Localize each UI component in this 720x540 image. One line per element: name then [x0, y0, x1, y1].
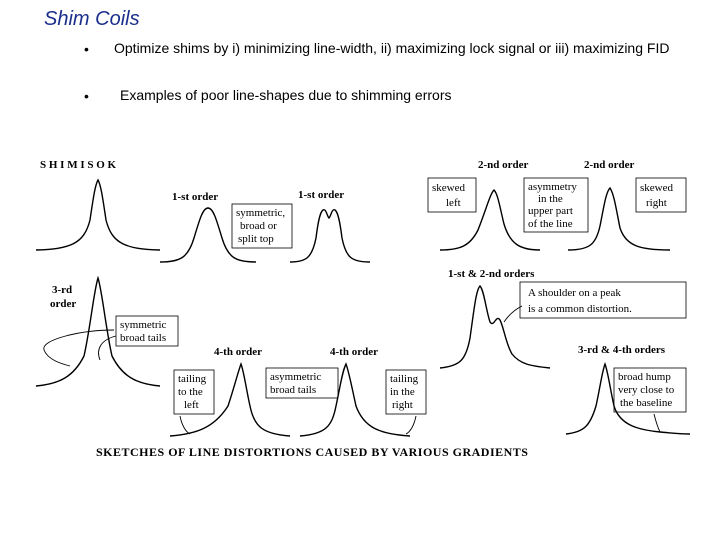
- label-the-baseline: the baseline: [620, 397, 672, 409]
- label-symmetric-tails: symmetric: [120, 319, 167, 331]
- label-split-top: split top: [238, 233, 274, 245]
- peak-tailing-right: [299, 362, 411, 437]
- label-fourth-order-a: 4-th order: [214, 346, 262, 358]
- label-in-the: in the: [538, 193, 563, 205]
- label-right: right: [392, 399, 413, 411]
- label-symmetric: symmetric,: [236, 207, 285, 219]
- label-very-close-to: very close to: [618, 384, 675, 396]
- annotation-box: [519, 281, 687, 319]
- label-tailing: tailing: [178, 373, 207, 385]
- annotation-box: [635, 177, 687, 213]
- label-to-the: to the: [178, 386, 203, 398]
- annotation-box: [173, 369, 215, 415]
- label-left: left: [184, 399, 199, 411]
- bullet-text-2: Examples of poor line-shapes due to shim…: [120, 87, 452, 103]
- label-broad-hump: broad hump: [618, 371, 671, 383]
- arrow: [653, 413, 661, 433]
- label-of-the-line: of the line: [528, 218, 573, 230]
- bullet-marker: •: [84, 41, 89, 57]
- slide-title: Shim Coils: [44, 8, 140, 30]
- peak-broad-hump: [565, 362, 691, 435]
- label-order: order: [50, 298, 76, 310]
- label-skewed-left: skewed: [432, 182, 465, 194]
- figure-caption: SKETCHES OF LINE DISTORTIONS CAUSED BY V…: [96, 445, 528, 459]
- label-broad-tails: broad tails: [120, 332, 166, 344]
- label-upper-part: upper part: [528, 205, 573, 217]
- bullet-text-1: Optimize shims by i) minimizing line-wid…: [114, 40, 670, 56]
- label-asymmetry: asymmetry: [528, 181, 577, 193]
- label-third-fourth-orders: 3-rd & 4-th orders: [578, 344, 666, 356]
- arrow: [43, 329, 115, 367]
- peak-skewed-right: [567, 186, 671, 251]
- label-shoulder: A shoulder on a peak: [528, 287, 621, 299]
- annotation-box: [613, 367, 687, 413]
- peak-tailing-left: [169, 362, 291, 437]
- line-shape-sketches: S H I M I S O K 1-st order symmetric, br…: [35, 159, 691, 459]
- label-broad-tails: broad tails: [270, 384, 316, 396]
- label-left: left: [446, 197, 461, 209]
- peak-ideal: [35, 178, 161, 251]
- arrow: [98, 335, 117, 361]
- label-second-order-b: 2-nd order: [584, 159, 635, 171]
- annotation-box: [265, 367, 339, 399]
- label-shim-ok: S H I M I S O K: [40, 159, 117, 171]
- peak-skewed-left: [439, 189, 541, 251]
- bullet-marker: •: [84, 88, 89, 104]
- label-broad-or: broad or: [240, 220, 277, 232]
- label-third-order: 3-rd: [52, 284, 72, 296]
- label-fourth-order-b: 4-th order: [330, 346, 378, 358]
- annotation-box: [115, 315, 179, 347]
- label-in-the: in the: [390, 386, 415, 398]
- label-first-order-a: 1-st order: [172, 191, 218, 203]
- label-tailing: tailing: [390, 373, 419, 385]
- label-first-order-b: 1-st order: [298, 189, 344, 201]
- label-skewed-right: skewed: [640, 182, 673, 194]
- peak-shoulder: [439, 285, 551, 369]
- label-first-second-orders: 1-st & 2-nd orders: [448, 268, 535, 280]
- peak-first-order-split: [289, 208, 371, 263]
- annotation-box: [231, 203, 293, 249]
- arrow: [405, 415, 417, 435]
- annotation-box: [427, 177, 477, 213]
- label-asymmetric: asymmetric: [270, 371, 321, 383]
- annotation-box: [385, 369, 427, 415]
- arrow: [179, 415, 191, 435]
- peak-first-order-broad: [159, 207, 257, 263]
- arrow: [503, 305, 523, 323]
- label-right: right: [646, 197, 667, 209]
- annotation-box: [523, 177, 589, 233]
- peak-third-order: [35, 275, 161, 387]
- label-common-distortion: is a common distortion.: [528, 303, 632, 315]
- label-second-order-a: 2-nd order: [478, 159, 529, 171]
